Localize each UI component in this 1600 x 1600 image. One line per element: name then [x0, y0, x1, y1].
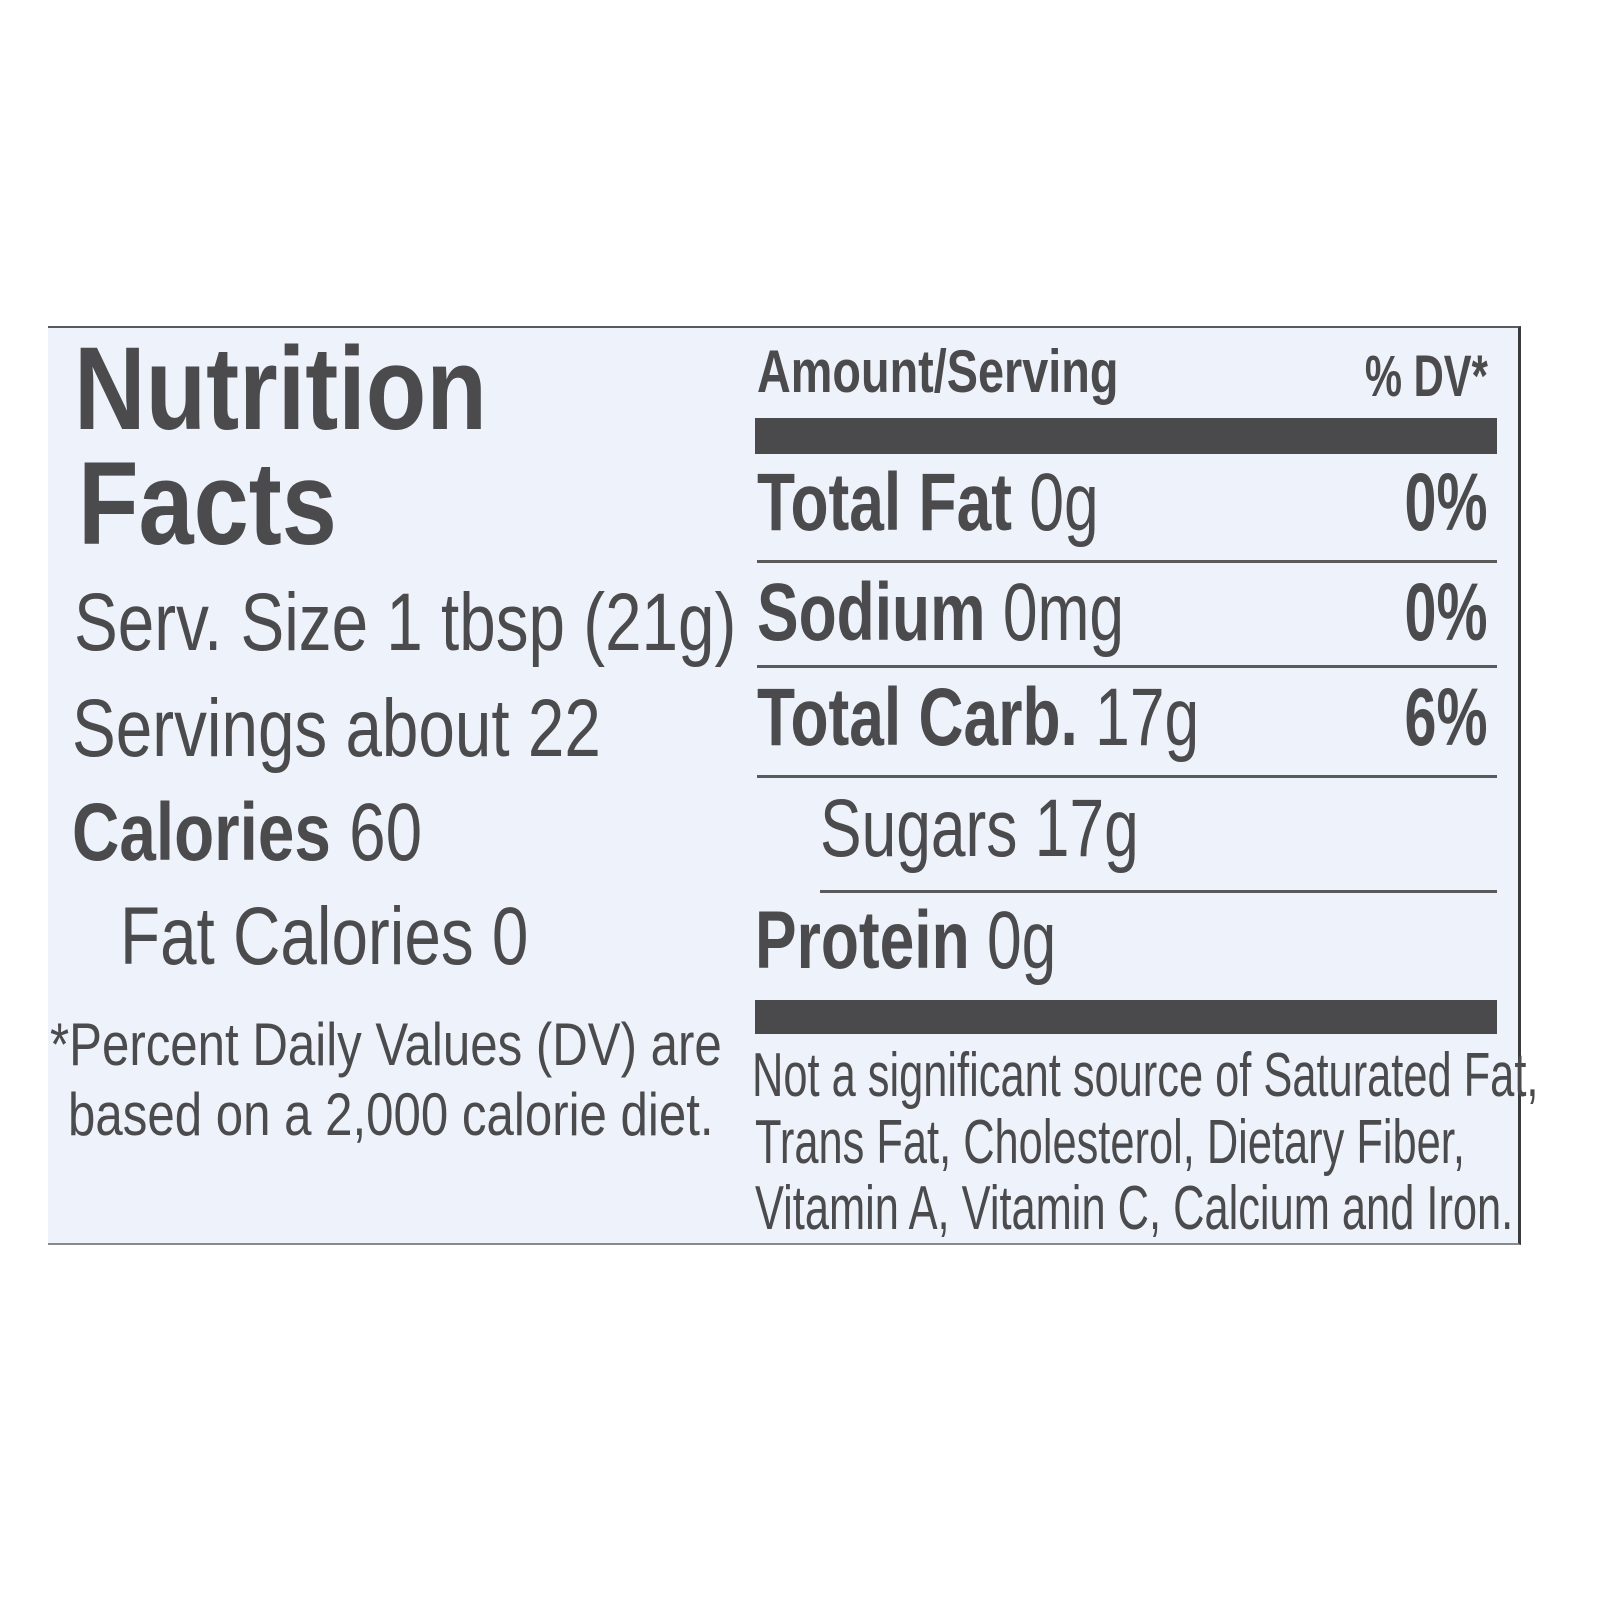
nutrient-amount: 0g — [987, 895, 1057, 986]
serving-size: Serv. Size 1 tbsp (21g) — [74, 577, 737, 668]
servings-per-container: Servings about 22 — [72, 683, 601, 774]
dv-total-fat: 0% — [1405, 457, 1488, 548]
nutrition-label — [48, 326, 1521, 1245]
dv-total-carb: 6% — [1405, 672, 1488, 763]
nutrient-label: Protein — [755, 895, 970, 986]
nutrient-amount: 0mg — [1002, 567, 1125, 658]
thick-divider-bottom — [755, 1000, 1497, 1034]
nutrient-amount: 17g — [1095, 672, 1200, 763]
dv-sodium: 0% — [1405, 567, 1488, 658]
nutrient-label: Sodium — [757, 567, 986, 658]
nutrient-label: Sugars — [820, 783, 1018, 874]
title-nutrition: Nutrition — [74, 323, 487, 455]
nutrient-row-sodium: Sodium 0mg — [757, 572, 1124, 654]
title-facts: Facts — [78, 438, 337, 570]
nutrient-row-protein: Protein 0g — [755, 900, 1056, 982]
nutrient-amount: 17g — [1034, 783, 1139, 874]
nutrient-label: Total Fat — [757, 457, 1013, 548]
nutrient-row-total-fat: Total Fat 0g — [757, 462, 1099, 544]
divider — [757, 775, 1497, 778]
footnote-line-1: *Percent Daily Values (DV) are — [50, 1011, 722, 1078]
daily-value-header: % DV* — [1365, 344, 1488, 409]
calories-value: 60 — [349, 787, 423, 878]
nutrient-amount: 0g — [1029, 457, 1099, 548]
footnote-line-2: based on a 2,000 calorie diet. — [68, 1081, 714, 1148]
divider — [757, 560, 1497, 563]
fat-calories: Fat Calories 0 — [120, 891, 529, 982]
note-line-2: Trans Fat, Cholesterol, Dietary Fiber, — [755, 1108, 1465, 1177]
nutrient-row-sugars: Sugars 17g — [820, 788, 1139, 870]
calories-label: Calories — [72, 787, 331, 878]
nutrient-label: Total Carb. — [757, 672, 1078, 763]
note-line-1: Not a significant source of Saturated Fa… — [752, 1041, 1539, 1110]
amount-per-serving-header: Amount/Serving — [757, 338, 1119, 405]
calories-row: Calories 60 — [72, 792, 422, 874]
thick-divider-top — [755, 418, 1497, 454]
nutrient-row-total-carb: Total Carb. 17g — [757, 677, 1199, 759]
divider — [757, 665, 1497, 668]
note-line-3: Vitamin A, Vitamin C, Calcium and Iron. — [755, 1174, 1514, 1243]
divider — [820, 890, 1497, 893]
